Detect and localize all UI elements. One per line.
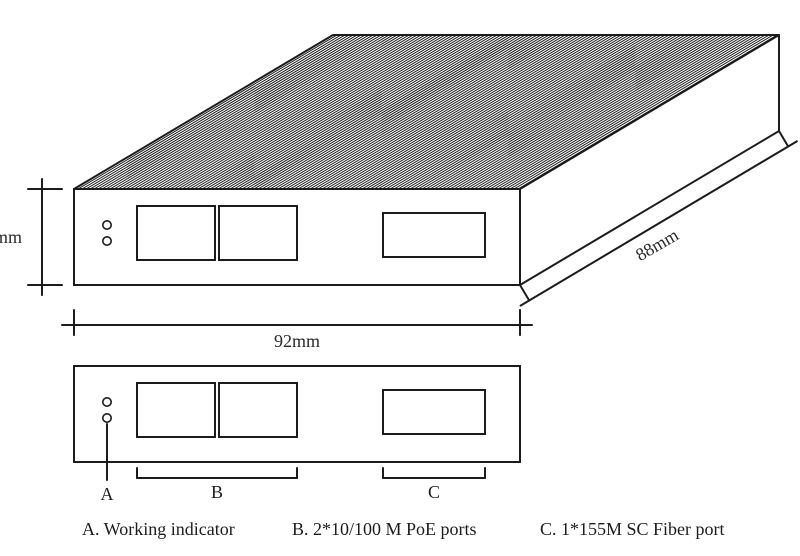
front-port-3 bbox=[383, 390, 485, 434]
dim-depth-label: 88mm bbox=[632, 225, 682, 265]
legend-b: B. 2*10/100 M PoE ports bbox=[292, 519, 477, 539]
port-1 bbox=[137, 206, 215, 260]
dim-height-label: 32mm bbox=[0, 227, 22, 247]
callout-label-b: B bbox=[211, 482, 223, 502]
front-port-1 bbox=[137, 383, 215, 437]
port-3 bbox=[383, 213, 485, 257]
dim-width-label: 92mm bbox=[274, 331, 320, 351]
port-2 bbox=[219, 206, 297, 260]
front-port-2 bbox=[219, 383, 297, 437]
legend-c: C. 1*155M SC Fiber port bbox=[540, 519, 725, 539]
callout-label-a: A bbox=[101, 484, 114, 504]
callout-label-c: C bbox=[428, 482, 440, 502]
legend-a: A. Working indicator bbox=[82, 519, 235, 539]
